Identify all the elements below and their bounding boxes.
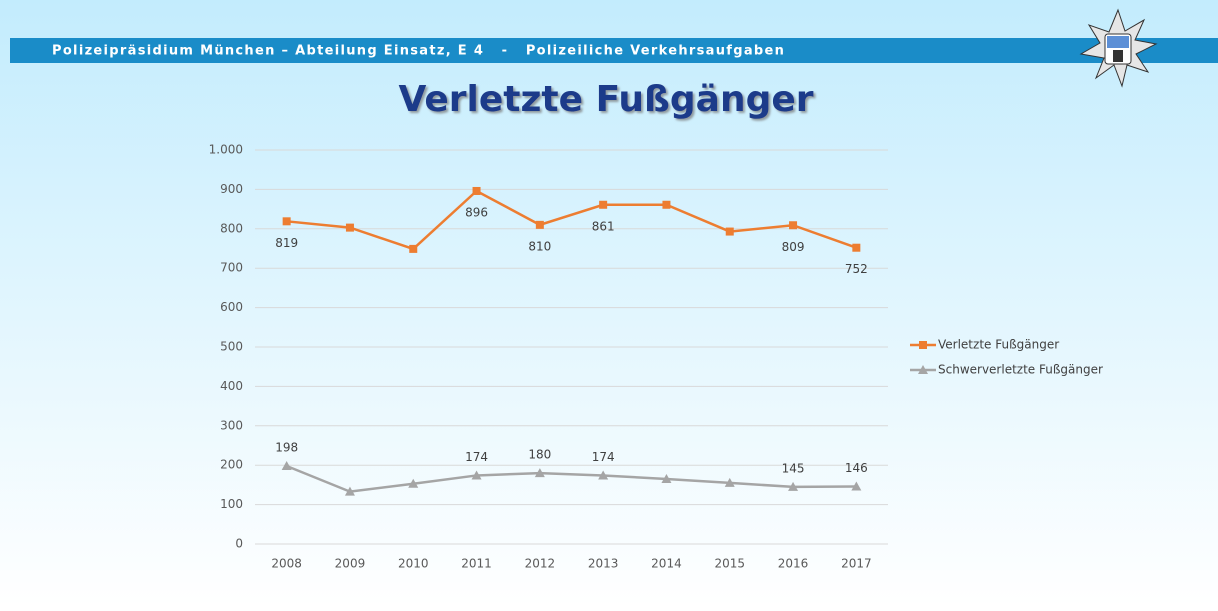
data-label: 810 <box>528 239 551 253</box>
data-point <box>472 186 481 195</box>
data-point <box>408 478 419 488</box>
data-label: 861 <box>592 219 615 233</box>
x-tick-label: 2017 <box>841 557 872 571</box>
y-tick-label: 300 <box>220 418 243 432</box>
data-label: 174 <box>592 450 615 464</box>
data-label: 809 <box>782 240 805 254</box>
header-bar <box>10 38 1218 63</box>
data-point <box>282 217 291 226</box>
legend-marker <box>919 341 927 349</box>
data-point <box>281 460 292 470</box>
data-label: 145 <box>782 461 805 475</box>
data-point <box>344 486 355 496</box>
series-line <box>286 189 857 251</box>
data-point <box>598 470 609 480</box>
x-tick-label: 2011 <box>461 557 492 571</box>
legend-label: Schwerverletzte Fußgänger <box>938 363 1103 377</box>
x-tick-label: 2009 <box>335 557 366 571</box>
y-tick-label: 900 <box>220 182 243 196</box>
x-tick-label: 2016 <box>778 557 809 571</box>
data-point <box>789 221 798 230</box>
y-tick-label: 600 <box>220 300 243 314</box>
data-label: 198 <box>275 440 298 454</box>
y-tick-label: 700 <box>220 261 243 275</box>
x-tick-label: 2012 <box>525 557 556 571</box>
data-label: 146 <box>845 461 868 475</box>
header-text: Polizeipräsidium München – Abteilung Ein… <box>52 44 785 59</box>
data-point <box>724 477 735 487</box>
x-tick-label: 2013 <box>588 557 619 571</box>
y-tick-label: 200 <box>220 458 243 472</box>
x-tick-label: 2015 <box>714 557 745 571</box>
x-tick-label: 2010 <box>398 557 429 571</box>
legend-label: Verletzte Fußgänger <box>938 338 1059 352</box>
data-label: 819 <box>275 236 298 250</box>
series-line <box>286 464 857 493</box>
y-tick-label: 500 <box>220 340 243 354</box>
chart-title: Verletzte Fußgänger <box>398 79 813 120</box>
y-tick-label: 1.000 <box>209 143 243 157</box>
data-point <box>662 200 671 209</box>
data-point <box>409 244 418 253</box>
data-label: 174 <box>465 450 488 464</box>
y-tick-label: 0 <box>235 537 243 551</box>
y-tick-label: 800 <box>220 221 243 235</box>
x-tick-label: 2014 <box>651 557 682 571</box>
data-point <box>788 481 799 491</box>
data-point <box>599 200 608 209</box>
x-tick-label: 2008 <box>271 557 302 571</box>
logo <box>1079 8 1158 88</box>
data-point <box>725 227 734 236</box>
data-point <box>534 468 545 478</box>
data-point <box>535 220 544 229</box>
data-point <box>661 473 672 483</box>
data-point <box>851 481 862 491</box>
y-tick-label: 100 <box>220 497 243 511</box>
data-point <box>852 243 861 252</box>
data-point <box>471 470 482 480</box>
data-point <box>345 223 354 232</box>
data-label: 180 <box>528 448 551 462</box>
legend-marker <box>918 365 928 374</box>
y-tick-label: 400 <box>220 379 243 393</box>
data-label: 896 <box>465 205 488 219</box>
data-label: 752 <box>845 262 868 276</box>
